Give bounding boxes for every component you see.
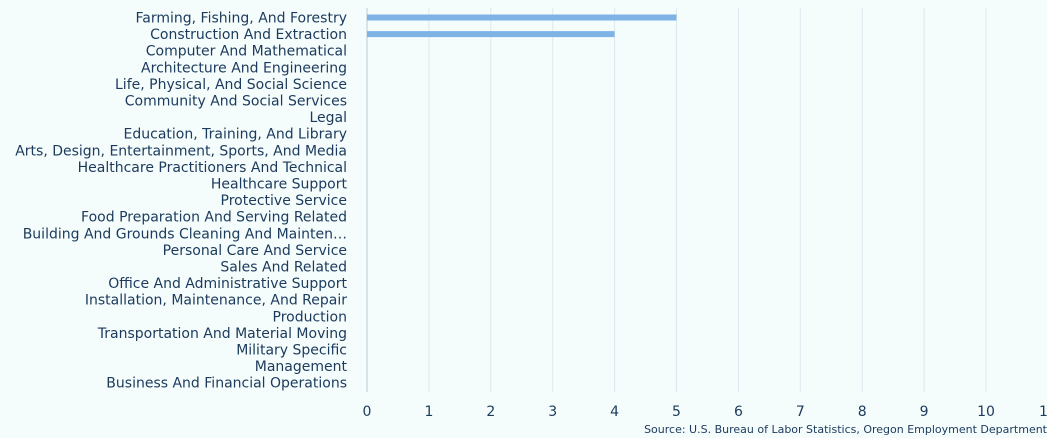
category-label: Military Specific <box>236 343 347 359</box>
x-tick-label: 7 <box>796 404 805 420</box>
x-tick-label: 2 <box>486 404 495 420</box>
category-label: Management <box>255 359 348 375</box>
category-label: Production <box>273 309 347 325</box>
category-label: Farming, Fishing, And Forestry <box>136 11 347 27</box>
category-label: Architecture And Engineering <box>141 60 347 76</box>
x-tick-label: 11 <box>1039 404 1047 420</box>
category-label: Protective Service <box>221 193 347 209</box>
x-tick-label: 9 <box>920 404 929 420</box>
category-label: Arts, Design, Entertainment, Sports, And… <box>15 143 347 159</box>
x-tick-label: 5 <box>672 404 681 420</box>
category-label: Transportation And Material Moving <box>97 326 347 342</box>
x-tick-label: 0 <box>363 404 372 420</box>
category-label: Life, Physical, And Social Science <box>115 77 347 93</box>
x-tick-label: 3 <box>548 404 557 420</box>
source-note: Source: U.S. Bureau of Labor Statistics,… <box>644 423 1047 436</box>
category-label: Sales And Related <box>220 260 347 276</box>
category-label: Healthcare Practitioners And Technical <box>78 160 347 176</box>
category-label: Education, Training, And Library <box>124 127 347 143</box>
category-label: Food Preparation And Serving Related <box>81 210 347 226</box>
bar <box>367 31 615 38</box>
category-label: Office And Administrative Support <box>108 276 347 292</box>
category-label: Building And Grounds Cleaning And Mainte… <box>23 226 347 242</box>
category-label: Installation, Maintenance, And Repair <box>85 293 347 309</box>
category-label: Personal Care And Service <box>163 243 347 259</box>
x-tick-label: 1 <box>424 404 433 420</box>
category-label: Business And Financial Operations <box>106 376 347 392</box>
x-tick-labels: 0 1 2 3 4 5 6 7 8 9 10 11 <box>363 404 1047 420</box>
category-label: Healthcare Support <box>211 177 348 193</box>
x-tick-label: 8 <box>858 404 867 420</box>
bar <box>367 14 677 21</box>
x-tick-label: 4 <box>610 404 619 420</box>
x-tick-label: 10 <box>977 404 995 420</box>
category-label: Construction And Extraction <box>150 27 347 43</box>
category-label: Computer And Mathematical <box>146 44 347 60</box>
category-label: Legal <box>309 110 347 126</box>
bars <box>367 14 677 38</box>
x-tick-label: 6 <box>734 404 743 420</box>
gridlines <box>366 8 987 392</box>
category-label: Community And Social Services <box>125 94 347 110</box>
category-labels: Farming, Fishing, And ForestryConstructi… <box>15 11 347 392</box>
